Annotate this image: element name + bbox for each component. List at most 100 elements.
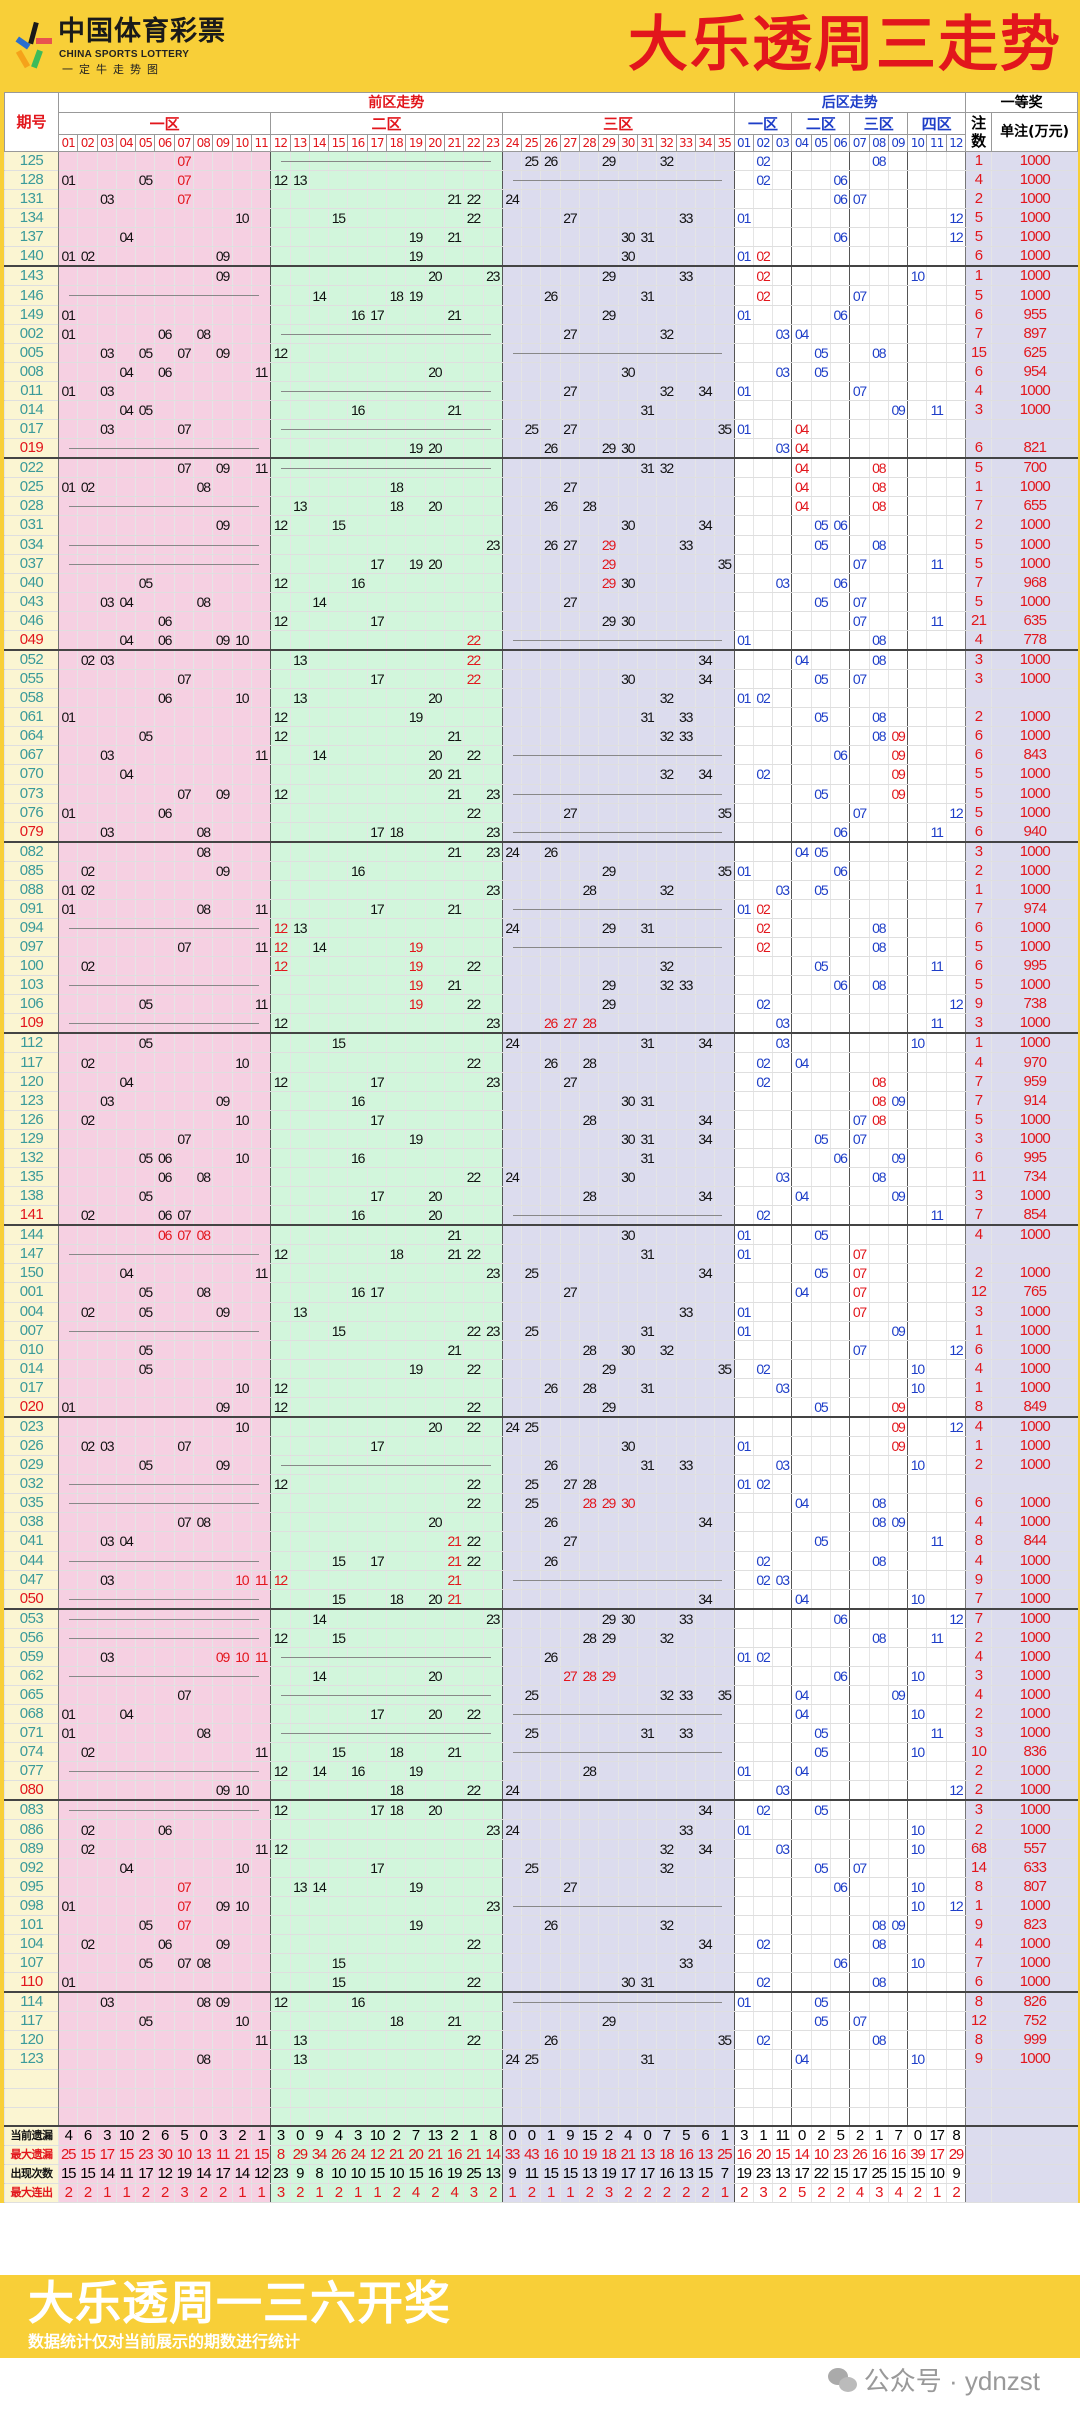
back-ball: 03 — [775, 1571, 790, 1588]
grid-cell — [829, 784, 850, 804]
grid-cell — [463, 1110, 484, 1130]
grid-cell — [250, 515, 271, 536]
front-ball: 16 — [351, 1284, 365, 1301]
grid-cell — [405, 1052, 426, 1073]
grid-cell — [540, 1148, 561, 1169]
grid-cell — [617, 1378, 638, 1398]
grid-cell — [636, 1052, 657, 1073]
grid-cell — [463, 457, 484, 479]
front-ball: 27 — [563, 382, 577, 399]
grid-cell — [501, 362, 522, 382]
grid-cell — [791, 1397, 812, 1418]
grid-cell — [887, 994, 908, 1015]
grid-cell — [482, 1205, 503, 1226]
grid-cell — [366, 1340, 387, 1360]
back-ball: 02 — [756, 996, 770, 1013]
grid-cell — [926, 1378, 947, 1398]
front-ball: 22 — [466, 804, 481, 821]
grid-cell — [945, 1321, 966, 1341]
grid-cell: 11 — [926, 1628, 947, 1648]
front-ball: 06 — [158, 1207, 172, 1224]
grid-cell — [617, 1415, 638, 1437]
grid-cell — [115, 880, 136, 900]
grid-cell — [57, 438, 260, 459]
grid-cell — [135, 1704, 155, 1725]
grid-cell — [347, 1551, 368, 1571]
grid-cell — [57, 1072, 78, 1092]
grid-cell — [887, 515, 908, 536]
grid-cell: 29 — [598, 975, 619, 996]
back-number-header: 11 — [926, 134, 947, 152]
grid-cell: 15 — [328, 1551, 348, 1571]
grid-cell — [521, 573, 541, 593]
grid-cell: 01 — [57, 707, 78, 728]
grid-cell — [463, 937, 484, 958]
grid-cell — [926, 726, 947, 747]
grid-cell — [907, 1321, 927, 1341]
grid-cell — [366, 246, 387, 267]
front-ball: 12 — [273, 1763, 288, 1780]
grid-cell — [366, 764, 387, 785]
grid-cell — [424, 937, 445, 958]
grid-cell — [154, 1704, 175, 1725]
front-ball: 01 — [61, 1398, 76, 1415]
issue-number: 050 — [4, 1589, 59, 1610]
grid-cell — [598, 956, 619, 977]
grid-cell — [482, 1148, 503, 1169]
grid-cell — [907, 880, 927, 900]
unit-prize: 1000 — [991, 592, 1078, 612]
grid-cell — [212, 324, 233, 344]
front-ball: 17 — [370, 612, 384, 629]
front-ball: 28 — [582, 498, 597, 515]
grid-cell — [907, 1129, 927, 1149]
grid-cell — [308, 457, 329, 479]
empty-zone-dash — [69, 1771, 260, 1773]
grid-cell — [173, 208, 194, 229]
grid-cell: 34 — [694, 1263, 715, 1284]
grid-cell — [752, 1531, 773, 1552]
grid-cell — [347, 1378, 368, 1398]
front-ball: 02 — [80, 1111, 95, 1128]
grid-cell: 33 — [675, 975, 696, 996]
grid-cell — [887, 1244, 908, 1265]
grid-cell — [57, 227, 78, 248]
grid-cell — [945, 1282, 966, 1303]
grid-cell — [636, 324, 657, 344]
grid-cell: 06 — [829, 515, 850, 536]
grid-cell: 06 — [829, 745, 850, 766]
grid-cell — [77, 189, 98, 210]
grid-cell — [173, 515, 194, 536]
grid-cell — [270, 861, 291, 881]
grid-cell — [926, 477, 947, 498]
grid-cell: 20 — [424, 554, 445, 574]
grid-cell — [714, 438, 735, 459]
front-ball: 21 — [447, 785, 461, 802]
grid-cell — [482, 208, 503, 229]
grid-cell — [386, 707, 406, 728]
issue-number: 100 — [4, 956, 59, 977]
grid-cell: 03 — [772, 324, 792, 344]
grid-cell — [193, 362, 213, 382]
winner-count: 6 — [965, 1148, 992, 1169]
grid-cell — [868, 419, 889, 440]
grid-cell — [501, 208, 522, 229]
issue-number: 134 — [4, 208, 59, 229]
grid-cell — [714, 208, 735, 229]
grid-cell — [347, 630, 368, 651]
grid-cell — [405, 1321, 426, 1341]
grid-cell — [308, 669, 329, 690]
grid-cell: 16 — [347, 305, 368, 325]
grid-cell — [443, 246, 464, 267]
back-ball: 01 — [737, 1227, 751, 1244]
grid-cell — [405, 477, 426, 498]
grid-cell — [501, 151, 522, 172]
grid-cell — [559, 1607, 580, 1629]
grid-cell — [308, 1032, 329, 1054]
grid-cell — [540, 726, 561, 747]
grid-cell: 19 — [405, 1129, 426, 1149]
grid-cell — [115, 1647, 136, 1667]
grid-cell: 02 — [77, 1205, 98, 1226]
front-ball: 35 — [717, 1687, 732, 1704]
grid-cell — [212, 381, 233, 402]
grid-cell — [347, 1570, 368, 1590]
